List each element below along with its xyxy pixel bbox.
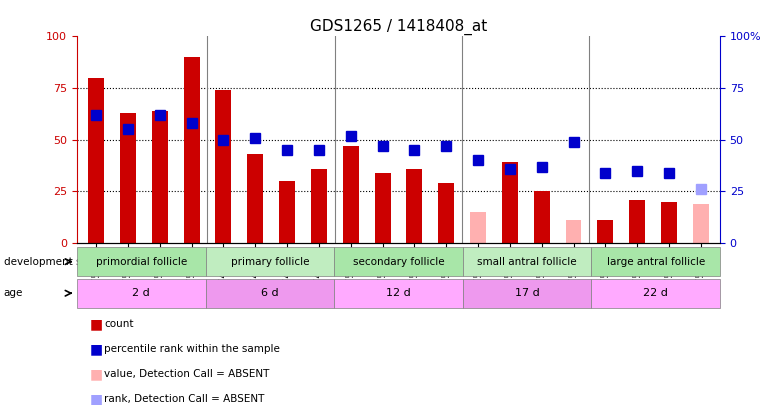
Bar: [566, 220, 581, 243]
Bar: [120, 113, 136, 243]
Bar: [311, 168, 326, 243]
Text: 22 d: 22 d: [643, 288, 668, 298]
Bar: [216, 90, 231, 243]
Text: age: age: [4, 288, 23, 298]
Text: large antral follicle: large antral follicle: [607, 257, 705, 266]
Bar: [598, 220, 614, 243]
Text: primordial follicle: primordial follicle: [95, 257, 187, 266]
Text: primary follicle: primary follicle: [231, 257, 309, 266]
Bar: [693, 204, 709, 243]
Text: 12 d: 12 d: [386, 288, 411, 298]
Bar: [407, 168, 423, 243]
Bar: [152, 111, 168, 243]
Bar: [629, 200, 645, 243]
Bar: [438, 183, 454, 243]
Text: count: count: [104, 319, 133, 329]
Text: secondary follicle: secondary follicle: [353, 257, 444, 266]
Text: small antral follicle: small antral follicle: [477, 257, 577, 266]
Text: ■: ■: [89, 342, 103, 356]
Text: ■: ■: [89, 367, 103, 381]
Text: 2 d: 2 d: [132, 288, 150, 298]
Bar: [343, 146, 359, 243]
Bar: [183, 57, 199, 243]
Bar: [661, 202, 677, 243]
Bar: [470, 212, 486, 243]
Bar: [374, 173, 390, 243]
Bar: [247, 154, 263, 243]
Text: ■: ■: [89, 392, 103, 405]
Text: rank, Detection Call = ABSENT: rank, Detection Call = ABSENT: [104, 394, 264, 404]
Text: development stage: development stage: [4, 257, 105, 266]
Text: 17 d: 17 d: [514, 288, 540, 298]
Text: percentile rank within the sample: percentile rank within the sample: [104, 344, 280, 354]
Bar: [534, 192, 550, 243]
Text: 6 d: 6 d: [261, 288, 279, 298]
Text: value, Detection Call = ABSENT: value, Detection Call = ABSENT: [104, 369, 270, 379]
Bar: [279, 181, 295, 243]
Bar: [88, 78, 104, 243]
Title: GDS1265 / 1418408_at: GDS1265 / 1418408_at: [310, 19, 487, 35]
Bar: [502, 162, 518, 243]
Text: ■: ■: [89, 317, 103, 331]
